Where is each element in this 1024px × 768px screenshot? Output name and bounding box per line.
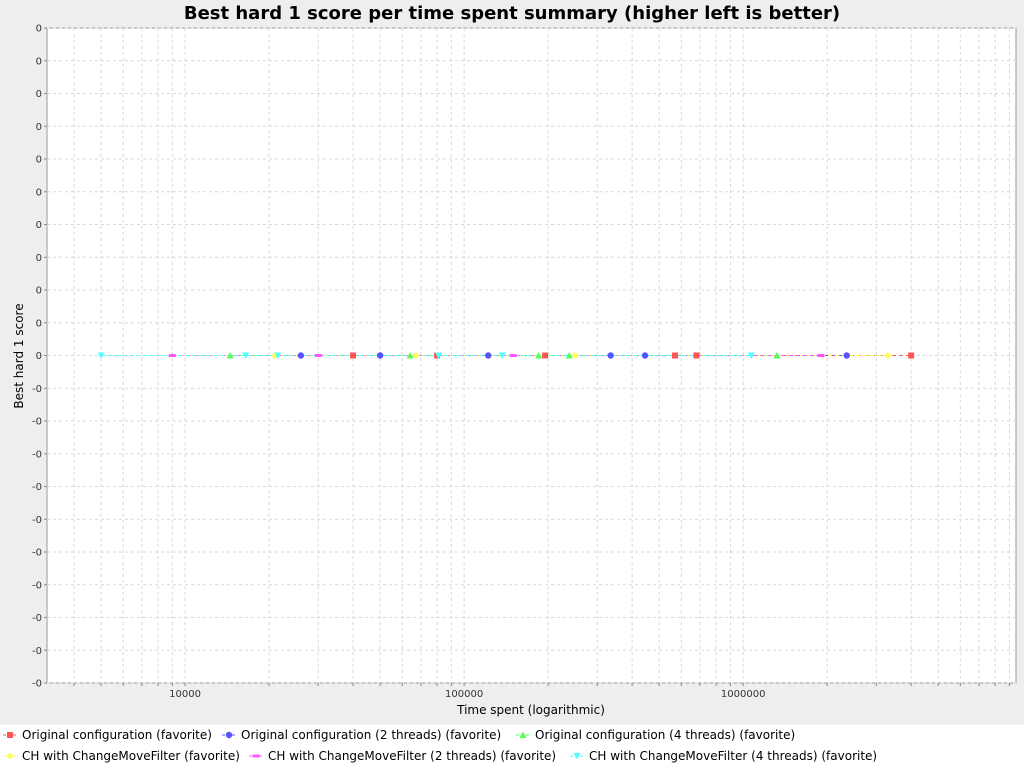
data-point xyxy=(406,352,414,359)
legend-label: Original configuration (2 threads) (favo… xyxy=(241,728,501,742)
y-tick-label: -0 xyxy=(32,482,42,493)
data-point xyxy=(97,352,105,359)
data-point xyxy=(542,352,549,359)
data-point xyxy=(571,352,579,359)
data-point xyxy=(242,352,250,359)
y-tick-label: 0 xyxy=(36,286,42,297)
data-point xyxy=(297,352,305,359)
data-point xyxy=(274,352,282,359)
y-tick-label: -0 xyxy=(32,417,42,428)
legend-label: CH with ChangeMoveFilter (2 threads) (fa… xyxy=(268,749,556,763)
legend-marker xyxy=(6,752,14,760)
x-axis-label: Time spent (logarithmic) xyxy=(456,703,605,717)
y-tick-label: 0 xyxy=(36,89,42,100)
data-point xyxy=(817,354,825,357)
data-point xyxy=(498,352,506,359)
data-point xyxy=(435,352,443,359)
y-tick-label: 0 xyxy=(36,56,42,67)
chart-title: Best hard 1 score per time spent summary… xyxy=(184,3,840,24)
y-tick-label: 0 xyxy=(36,220,42,231)
legend-label: CH with ChangeMoveFilter (favorite) xyxy=(22,749,240,763)
data-point xyxy=(672,352,679,359)
data-point xyxy=(509,354,517,357)
data-point xyxy=(376,352,384,359)
legend-marker xyxy=(519,731,527,738)
y-tick-label: -0 xyxy=(32,515,42,526)
data-point xyxy=(908,352,915,359)
y-tick-label: -0 xyxy=(32,384,42,395)
y-tick-label: -0 xyxy=(32,580,42,591)
data-point xyxy=(641,352,649,359)
data-point xyxy=(607,352,614,359)
y-tick-label: 0 xyxy=(36,318,42,329)
data-point xyxy=(314,354,322,357)
legend: Original configuration (favorite) Origina… xyxy=(3,728,877,763)
y-tick-label: -0 xyxy=(32,449,42,460)
y-tick-label: 0 xyxy=(36,187,42,198)
y-tick-label: -0 xyxy=(32,613,42,624)
x-tick-label: 100000 xyxy=(445,689,483,700)
y-tick-label: 0 xyxy=(36,155,42,166)
legend-label: CH with ChangeMoveFilter (4 threads) (fa… xyxy=(589,749,877,763)
data-point xyxy=(693,352,700,359)
axes: 0 0 0 0 0 0 0 0 0 0 0 -0 -0 -0 -0 -0 -0 -0 -0 -0 -0 10000 1000… xyxy=(32,24,1010,700)
data-point xyxy=(843,352,850,359)
data-points xyxy=(97,352,915,359)
data-point xyxy=(226,352,234,359)
y-tick-label: 0 xyxy=(36,122,42,133)
data-point xyxy=(565,352,573,359)
x-tick-label: 1000000 xyxy=(721,689,766,700)
legend-marker xyxy=(252,754,260,758)
data-point xyxy=(485,352,492,359)
legend-box xyxy=(0,725,1024,768)
x-tick-label: 10000 xyxy=(169,689,201,700)
data-point xyxy=(773,352,781,359)
y-tick-label: -0 xyxy=(32,646,42,657)
y-axis-label: Best hard 1 score xyxy=(12,303,26,408)
grid xyxy=(47,27,1016,684)
data-point xyxy=(884,352,892,359)
data-point xyxy=(747,352,755,359)
y-tick-label: 0 xyxy=(36,253,42,264)
y-tick-label: 0 xyxy=(36,351,42,362)
data-point xyxy=(168,354,176,357)
legend-label: Original configuration (favorite) xyxy=(22,728,212,742)
data-point xyxy=(350,352,357,359)
data-point xyxy=(535,352,543,359)
legend-marker xyxy=(573,753,581,760)
data-point xyxy=(412,352,420,359)
legend-marker xyxy=(7,732,13,738)
legend-label: Original configuration (4 threads) (favo… xyxy=(535,728,795,742)
legend-marker xyxy=(225,731,233,739)
y-tick-label: -0 xyxy=(32,548,42,559)
y-tick-label: 0 xyxy=(36,24,42,35)
y-tick-label: -0 xyxy=(32,679,42,690)
